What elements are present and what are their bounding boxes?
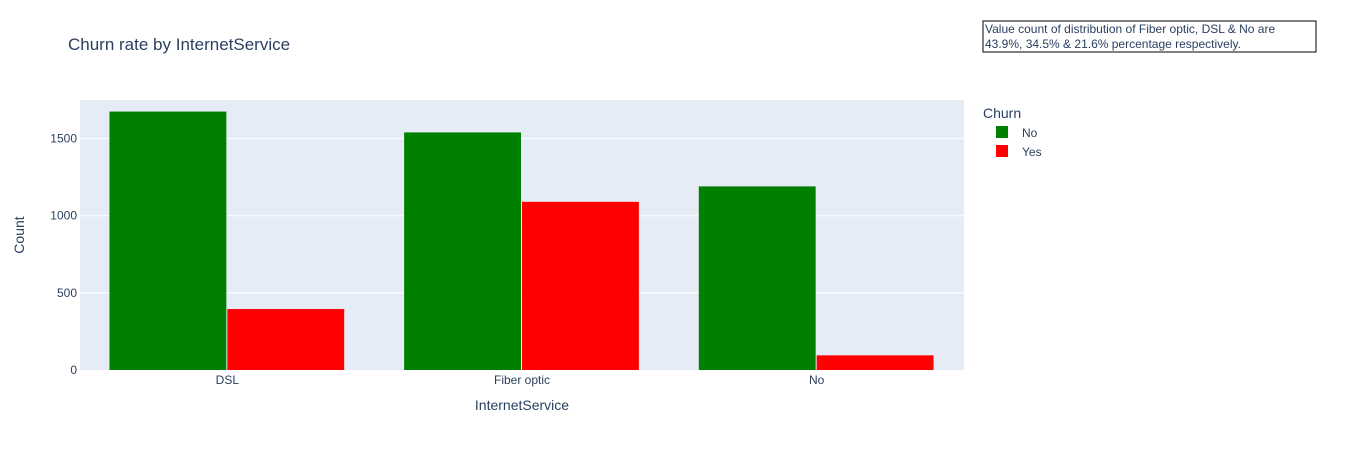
y-axis-ticks: 0 500 1000 1500 xyxy=(50,132,77,377)
annotation-box xyxy=(982,20,1317,53)
x-axis-title: InternetService xyxy=(475,397,569,413)
y-tick-label: 0 xyxy=(70,363,77,377)
annotation: Value count of distribution of Fiber opt… xyxy=(982,20,1317,53)
y-axis-title: Count xyxy=(11,216,27,253)
legend-swatch-yes xyxy=(996,145,1008,157)
legend-swatch-no xyxy=(996,126,1008,138)
y-tick-label: 1500 xyxy=(50,132,77,146)
legend-title: Churn xyxy=(983,105,1021,121)
y-tick-label: 500 xyxy=(57,286,77,300)
chart-title: Churn rate by InternetService xyxy=(68,35,290,54)
bar-yes-no[interactable] xyxy=(816,355,934,370)
legend-label-yes: Yes xyxy=(1022,145,1042,159)
x-tick-label: No xyxy=(809,373,825,387)
legend-label-no: No xyxy=(1022,126,1038,140)
bar-yes-fiber-optic[interactable] xyxy=(522,201,639,370)
x-tick-label: DSL xyxy=(216,373,240,387)
legend-item-yes[interactable]: Yes xyxy=(996,145,1042,159)
annotation-line-2: 43.9%, 34.5% & 21.6% percentage respecti… xyxy=(985,37,1241,51)
bars xyxy=(109,111,934,371)
x-tick-label: Fiber optic xyxy=(494,373,550,387)
x-axis-ticks: DSL Fiber optic No xyxy=(216,373,825,387)
legend-item-no[interactable]: No xyxy=(996,126,1038,140)
y-tick-label: 1000 xyxy=(50,209,77,223)
bar-no-no[interactable] xyxy=(698,186,816,370)
legend: Churn No Yes xyxy=(983,105,1042,159)
annotation-line-1: Value count of distribution of Fiber opt… xyxy=(985,22,1275,36)
bar-yes-dsl[interactable] xyxy=(227,309,345,370)
bar-no-dsl[interactable] xyxy=(109,111,227,371)
bar-no-fiber-optic[interactable] xyxy=(404,132,521,370)
